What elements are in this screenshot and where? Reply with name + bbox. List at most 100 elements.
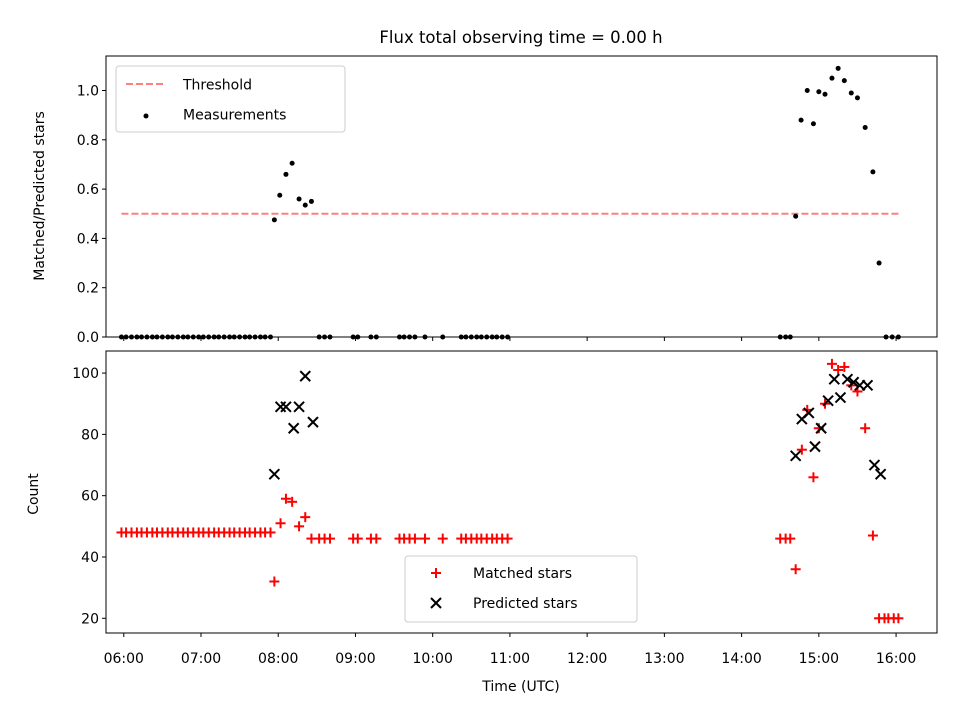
measurement-point bbox=[401, 334, 407, 340]
matched-stars-point bbox=[785, 533, 796, 544]
measurement-point bbox=[787, 334, 793, 340]
matched-stars-point bbox=[265, 527, 276, 538]
measurement-point bbox=[123, 334, 129, 340]
measurement-point bbox=[793, 213, 799, 219]
matched-stars-point bbox=[826, 358, 837, 369]
measurement-point bbox=[440, 334, 446, 340]
measurement-point bbox=[271, 217, 277, 223]
bottom-y-tick-label: 60 bbox=[81, 489, 99, 505]
measurement-point bbox=[862, 124, 868, 130]
top-legend: Threshold Measurements bbox=[115, 65, 346, 133]
matched-stars-point bbox=[790, 564, 801, 575]
bottom-y-axis-label: Count bbox=[26, 473, 42, 515]
matched-stars-point bbox=[275, 518, 286, 529]
matched-stars-point bbox=[409, 533, 420, 544]
measurement-point bbox=[196, 334, 202, 340]
measurement-point bbox=[489, 334, 495, 340]
measurement-point bbox=[810, 121, 816, 127]
matched-stars-point bbox=[324, 533, 335, 544]
measurement-point bbox=[499, 334, 505, 340]
measurement-point bbox=[841, 78, 847, 84]
measurement-point bbox=[227, 334, 233, 340]
x-tick-label: 07:00 bbox=[181, 651, 221, 667]
x-tick-label: 06:00 bbox=[104, 651, 144, 667]
legend-matched-plus bbox=[431, 568, 441, 578]
predicted-stars-point-b bbox=[268, 468, 281, 480]
legend-matched-swatch bbox=[431, 568, 441, 578]
measurement-point bbox=[468, 334, 474, 340]
predicted-stars-point bbox=[874, 468, 887, 480]
predicted-stars-point-b bbox=[874, 468, 887, 480]
measurement-point bbox=[206, 334, 212, 340]
matched-stars-point bbox=[294, 521, 305, 532]
measurement-point bbox=[175, 334, 181, 340]
predicted-stars-point bbox=[828, 373, 840, 385]
top-plot-area bbox=[118, 65, 901, 340]
measurement-point bbox=[870, 169, 876, 175]
measurement-point bbox=[876, 260, 882, 266]
legend-measurements-swatch bbox=[143, 113, 149, 119]
predicted-stars-point bbox=[809, 440, 821, 453]
top-y-tick-label: 0.6 bbox=[77, 182, 99, 198]
x-tick-label: 16:00 bbox=[876, 651, 916, 667]
bottom-plot-area bbox=[116, 358, 904, 624]
predicted-stars-point-b bbox=[828, 373, 840, 385]
matched-stars-point bbox=[833, 365, 844, 376]
bottom-panel: 20 40 60 80 100 06:00 07:00 08:00 09:00 10:00 11:… bbox=[26, 350, 938, 695]
measurement-point bbox=[128, 334, 134, 340]
measurement-point bbox=[848, 90, 854, 96]
measurement-point bbox=[308, 198, 314, 204]
predicted-stars-point-b bbox=[861, 379, 874, 392]
predicted-stars-point bbox=[847, 376, 860, 388]
matched-stars-point bbox=[796, 444, 807, 455]
measurement-point bbox=[262, 334, 268, 340]
top-panel-frame bbox=[105, 55, 938, 338]
measurement-point bbox=[289, 160, 295, 166]
measurement-point bbox=[829, 75, 835, 81]
measurement-point bbox=[190, 334, 196, 340]
bottom-y-tick-label: 40 bbox=[81, 550, 99, 566]
predicted-stars-point bbox=[307, 416, 319, 428]
measurement-point bbox=[159, 334, 165, 340]
matched-stars-point bbox=[269, 576, 280, 587]
legend-measurements-label: Measurements bbox=[183, 108, 286, 124]
measurement-point bbox=[134, 334, 140, 340]
bottom-y-tick-label: 80 bbox=[81, 427, 99, 443]
predicted-stars-point-b bbox=[868, 459, 881, 471]
top-y-tick-label: 0.2 bbox=[77, 281, 99, 297]
measurement-point bbox=[822, 91, 828, 97]
x-tick-label: 15:00 bbox=[799, 651, 839, 667]
matched-stars-point bbox=[371, 533, 382, 544]
measurement-point bbox=[804, 88, 810, 94]
legend-predicted-swatch bbox=[430, 597, 442, 609]
x-tick-label: 09:00 bbox=[335, 651, 375, 667]
measurement-point bbox=[180, 334, 186, 340]
measurement-point bbox=[783, 334, 789, 340]
measurement-point bbox=[154, 334, 160, 340]
top-legend-frame bbox=[115, 65, 346, 133]
matched-stars-point bbox=[280, 493, 291, 504]
matched-stars-point bbox=[419, 533, 430, 544]
predicted-stars-point bbox=[868, 459, 881, 471]
predicted-stars-point bbox=[299, 370, 311, 382]
measurement-point bbox=[835, 65, 841, 71]
predicted-stars-point-b bbox=[809, 440, 821, 453]
predicted-stars-point bbox=[822, 394, 834, 407]
measurement-point bbox=[247, 334, 253, 340]
predicted-stars-point-b bbox=[803, 407, 815, 419]
measurement-point bbox=[296, 196, 302, 202]
predicted-stars-point-b bbox=[287, 422, 300, 434]
measurement-point bbox=[237, 334, 243, 340]
matched-stars-point bbox=[287, 496, 298, 507]
measurement-point bbox=[221, 334, 227, 340]
legend-predicted-label: Predicted stars bbox=[473, 596, 578, 612]
measurement-point bbox=[463, 334, 469, 340]
measurement-point bbox=[484, 334, 490, 340]
measurement-point bbox=[165, 334, 171, 340]
measurement-point bbox=[458, 334, 464, 340]
x-tick-label: 14:00 bbox=[721, 651, 761, 667]
measurement-point bbox=[268, 334, 274, 340]
measurement-point bbox=[149, 334, 155, 340]
legend-predicted-x bbox=[430, 597, 442, 609]
measurement-point bbox=[422, 334, 428, 340]
